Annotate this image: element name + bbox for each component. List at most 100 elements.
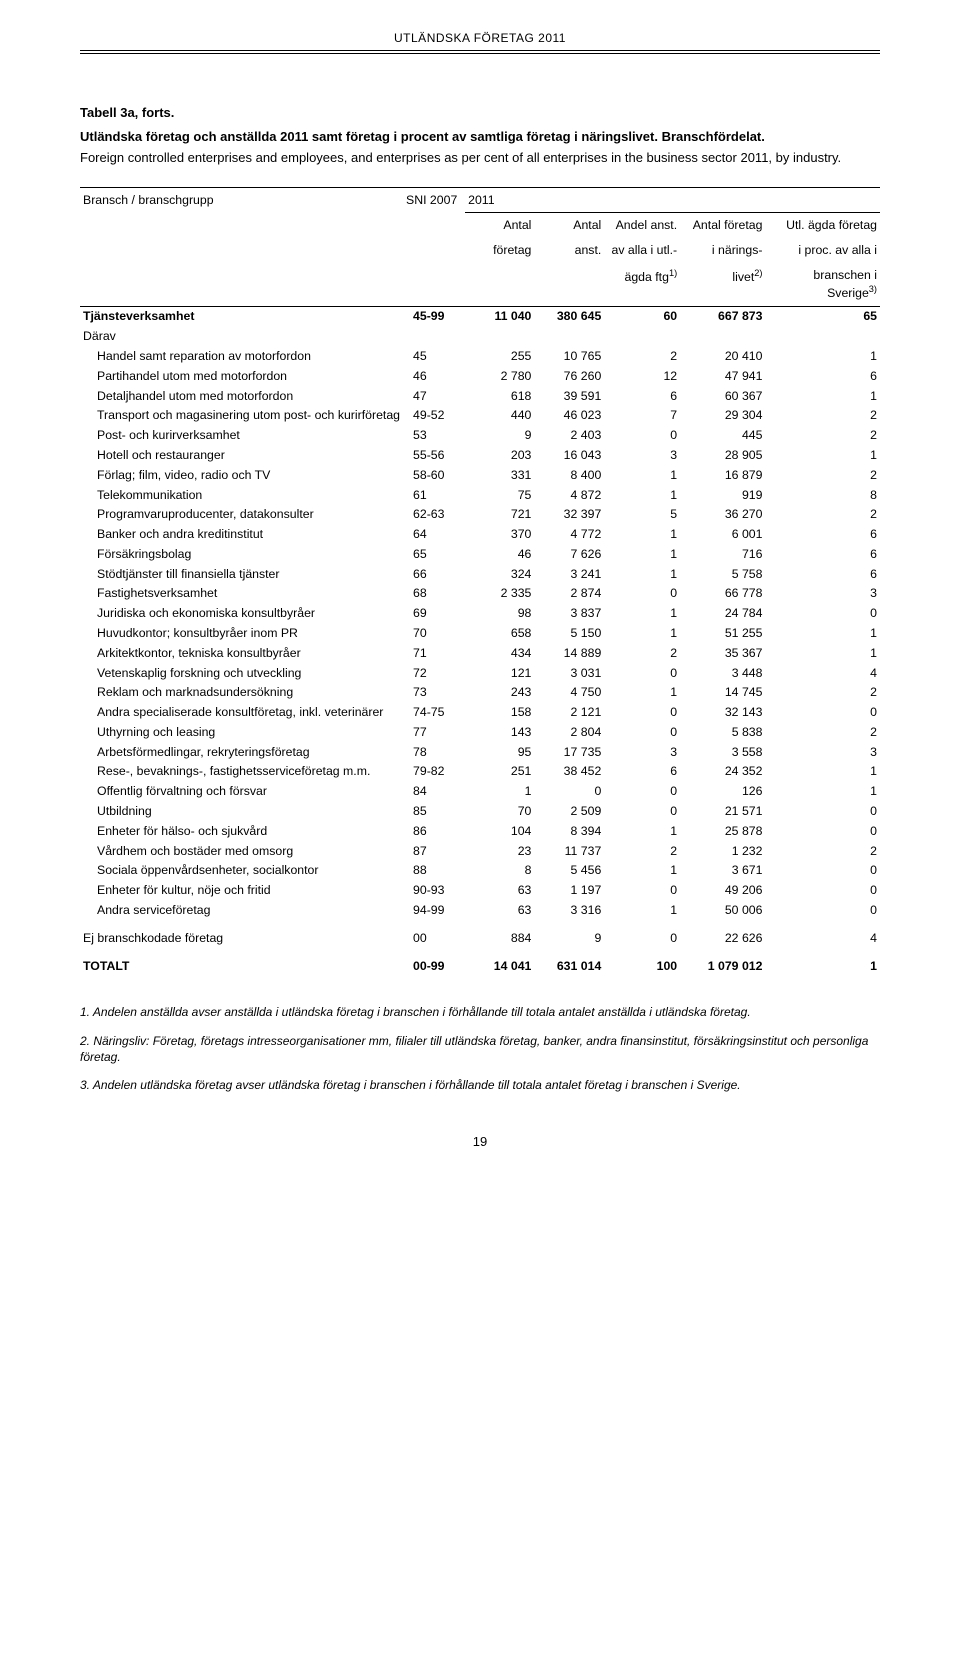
row-value: 14 745 bbox=[680, 683, 765, 703]
table-row: Andra specialiserade konsultföretag, ink… bbox=[80, 703, 880, 723]
row-value: 14 889 bbox=[534, 643, 604, 663]
row-value: 2 804 bbox=[534, 722, 604, 742]
row-sni: 79-82 bbox=[403, 762, 465, 782]
row-value: 0 bbox=[604, 881, 680, 901]
row-value: 5 456 bbox=[534, 861, 604, 881]
row-value: 3 bbox=[765, 742, 880, 762]
row-label: TOTALT bbox=[80, 948, 403, 976]
row-label: Hotell och restauranger bbox=[80, 445, 403, 465]
row-value: 1 bbox=[765, 643, 880, 663]
row-sni: 94-99 bbox=[403, 900, 465, 920]
row-value: 32 397 bbox=[534, 505, 604, 525]
col-header: av alla i utl.- bbox=[604, 238, 680, 263]
row-value: 8 bbox=[765, 485, 880, 505]
row-value: 3 837 bbox=[534, 604, 604, 624]
row-value: 22 626 bbox=[680, 920, 765, 948]
row-value: 0 bbox=[604, 782, 680, 802]
row-value: 14 041 bbox=[465, 948, 534, 976]
row-value: 47 941 bbox=[680, 366, 765, 386]
row-value: 60 367 bbox=[680, 386, 765, 406]
row-value: 3 bbox=[604, 445, 680, 465]
row-value: 95 bbox=[465, 742, 534, 762]
table-row: Förlag; film, video, radio och TV58-6033… bbox=[80, 465, 880, 485]
col-header: Antal bbox=[534, 213, 604, 238]
row-value: 919 bbox=[680, 485, 765, 505]
row-value: 631 014 bbox=[534, 948, 604, 976]
row-label: Huvudkontor; konsultbyråer inom PR bbox=[80, 623, 403, 643]
row-value: 100 bbox=[604, 948, 680, 976]
row-sni bbox=[403, 327, 465, 347]
row-sni: 66 bbox=[403, 564, 465, 584]
row-label: Post- och kurirverksamhet bbox=[80, 426, 403, 446]
row-value: 1 bbox=[765, 623, 880, 643]
title-swedish: Utländska företag och anställda 2011 sam… bbox=[80, 128, 880, 146]
row-value: 35 367 bbox=[680, 643, 765, 663]
row-value: 0 bbox=[604, 722, 680, 742]
row-value: 2 bbox=[765, 426, 880, 446]
row-label: Utbildning bbox=[80, 801, 403, 821]
row-value: 46 bbox=[465, 544, 534, 564]
row-label: Stödtjänster till finansiella tjänster bbox=[80, 564, 403, 584]
row-value: 3 bbox=[765, 584, 880, 604]
row-value: 28 905 bbox=[680, 445, 765, 465]
table-row: Post- och kurirverksamhet5392 40304452 bbox=[80, 426, 880, 446]
row-sni: 46 bbox=[403, 366, 465, 386]
row-label: Vetenskaplig forskning och utveckling bbox=[80, 663, 403, 683]
row-value: 9 bbox=[465, 426, 534, 446]
row-label: Ej branschkodade företag bbox=[80, 920, 403, 948]
row-value: 143 bbox=[465, 722, 534, 742]
row-value: 0 bbox=[765, 900, 880, 920]
row-value: 29 304 bbox=[680, 406, 765, 426]
row-label: Programvaruproducenter, datakonsulter bbox=[80, 505, 403, 525]
table-row: Vårdhem och bostäder med omsorg872311 73… bbox=[80, 841, 880, 861]
row-value: 445 bbox=[680, 426, 765, 446]
row-value: 1 bbox=[604, 623, 680, 643]
row-value: 1 bbox=[604, 604, 680, 624]
row-value: 6 bbox=[604, 386, 680, 406]
row-sni: 58-60 bbox=[403, 465, 465, 485]
row-sni: 71 bbox=[403, 643, 465, 663]
row-value: 21 571 bbox=[680, 801, 765, 821]
row-value: 0 bbox=[765, 821, 880, 841]
row-value: 1 197 bbox=[534, 881, 604, 901]
col-header: ägda ftg1) bbox=[604, 263, 680, 307]
row-label: Offentlig förvaltning och försvar bbox=[80, 782, 403, 802]
row-value: 121 bbox=[465, 663, 534, 683]
row-value: 12 bbox=[604, 366, 680, 386]
row-label: Arkitektkontor, tekniska konsultbyråer bbox=[80, 643, 403, 663]
table-row: Stödtjänster till finansiella tjänster66… bbox=[80, 564, 880, 584]
row-value: 24 784 bbox=[680, 604, 765, 624]
table-row: Juridiska och ekonomiska konsultbyråer69… bbox=[80, 604, 880, 624]
row-value: 203 bbox=[465, 445, 534, 465]
table-row: Därav bbox=[80, 327, 880, 347]
row-value: 658 bbox=[465, 623, 534, 643]
row-sni: 87 bbox=[403, 841, 465, 861]
row-value: 2 bbox=[604, 346, 680, 366]
row-label: Rese-, bevaknings-, fastighetsserviceför… bbox=[80, 762, 403, 782]
row-value: 63 bbox=[465, 900, 534, 920]
row-value: 0 bbox=[604, 584, 680, 604]
row-value: 46 023 bbox=[534, 406, 604, 426]
row-value: 5 838 bbox=[680, 722, 765, 742]
row-sni: 49-52 bbox=[403, 406, 465, 426]
footnote: 3. Andelen utländska företag avser utlän… bbox=[80, 1077, 880, 1093]
row-value: 1 bbox=[765, 386, 880, 406]
row-value: 9 bbox=[534, 920, 604, 948]
row-value: 3 241 bbox=[534, 564, 604, 584]
row-value bbox=[465, 327, 534, 347]
row-value: 3 316 bbox=[534, 900, 604, 920]
row-value: 51 255 bbox=[680, 623, 765, 643]
row-value: 5 150 bbox=[534, 623, 604, 643]
table-row: Telekommunikation61754 87219198 bbox=[80, 485, 880, 505]
footnotes: 1. Andelen anställda avser anställda i u… bbox=[80, 1004, 880, 1093]
row-value: 32 143 bbox=[680, 703, 765, 723]
table-row: Programvaruproducenter, datakonsulter62-… bbox=[80, 505, 880, 525]
row-value: 3 bbox=[604, 742, 680, 762]
row-sni: 86 bbox=[403, 821, 465, 841]
row-value: 11 737 bbox=[534, 841, 604, 861]
row-value: 2 bbox=[765, 683, 880, 703]
row-value: 6 001 bbox=[680, 524, 765, 544]
table-row: Arbetsförmedlingar, rekryteringsföretag7… bbox=[80, 742, 880, 762]
row-value: 1 bbox=[765, 782, 880, 802]
table-row: Transport och magasinering utom post- oc… bbox=[80, 406, 880, 426]
